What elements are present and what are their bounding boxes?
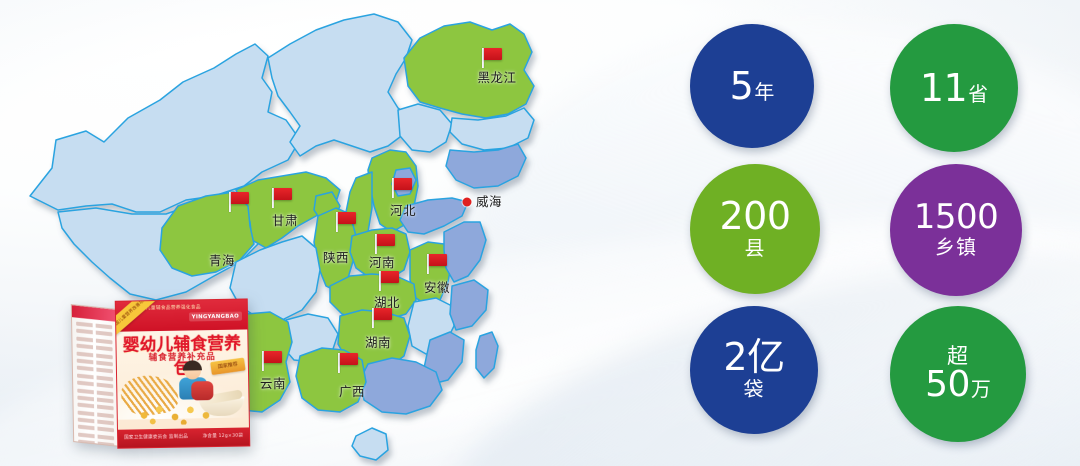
package-front-panel: 儿童辅食品营养强化食品 YINGYANGBAO 全国儿童营养改善项目 婴幼儿辅食…	[114, 298, 251, 449]
flag-pole	[229, 192, 231, 212]
region-henan	[349, 227, 411, 281]
region-xinjiang	[29, 43, 301, 213]
flag-pole	[482, 48, 484, 68]
flag-cloth	[339, 353, 358, 365]
package-bottom-band: 国家卫生健康委员会 监制出品 净含量 12g×30袋	[117, 427, 250, 448]
package-manufacturer-text: 国家卫生健康委员会 监制出品	[124, 434, 189, 441]
package-side-panel	[70, 304, 119, 447]
flag-marker-5	[375, 234, 397, 254]
grain-graphic	[133, 397, 220, 426]
flag-pole	[375, 234, 377, 254]
flag-marker-0	[482, 48, 504, 68]
stat-unit-townships: 乡镇	[935, 235, 977, 260]
flag-pole	[372, 308, 374, 328]
package-brand-logo: YINGYANGBAO	[188, 311, 243, 322]
flag-cloth	[376, 234, 395, 246]
flag-marker-1	[392, 178, 414, 198]
region-heilongjiang	[403, 21, 535, 119]
product-package: 儿童辅食品营养强化食品 YINGYANGBAO 全国儿童营养改善项目 婴幼儿辅食…	[70, 298, 251, 449]
stat-circle-provinces[interactable]: 11省	[890, 24, 1018, 152]
flag-cloth	[373, 308, 392, 320]
flag-marker-6	[427, 254, 449, 274]
city-label-威海: 威海	[476, 193, 503, 209]
region-taiwan	[475, 331, 499, 379]
stat-circle-years[interactable]: 5年	[690, 24, 814, 148]
flag-pole	[392, 178, 394, 198]
province-label-河北: 河北	[389, 202, 417, 218]
stat-circle-packets[interactable]: 2亿袋	[690, 306, 818, 434]
flag-marker-8	[372, 308, 394, 328]
stat-value-provinces: 11省	[919, 65, 989, 110]
province-label-甘肃: 甘肃	[271, 212, 299, 228]
nutrition-table	[76, 321, 115, 447]
flag-cloth	[263, 351, 282, 363]
region-jiangsu	[443, 221, 487, 283]
region-hubei	[329, 273, 417, 321]
stat-unit-inline-children: 万	[970, 376, 991, 401]
region-zhejiang	[449, 279, 489, 331]
china-map: 黑龙江河北甘肃青海 陕西 河南安徽湖北湖南云南广西 威海	[29, 13, 535, 461]
region-shandong	[399, 197, 469, 235]
package-netweight-text: 净含量 12g×30袋	[202, 433, 244, 440]
flag-cloth	[273, 188, 292, 200]
province-label-黑龙江: 黑龙江	[477, 69, 517, 85]
region-hainan	[351, 427, 389, 461]
province-label-云南: 云南	[259, 375, 287, 391]
region-guangdong	[359, 357, 443, 415]
flag-cloth	[483, 48, 502, 60]
stat-circle-counties[interactable]: 200 县	[690, 164, 820, 294]
cropped-header-text	[628, 0, 818, 3]
stat-circle-townships[interactable]: 1500 乡镇	[890, 164, 1022, 296]
child-hair	[182, 360, 202, 371]
stat-value-packets: 2亿	[723, 335, 785, 380]
flag-pole	[272, 188, 274, 208]
stat-circle-children[interactable]: 超 50万	[890, 306, 1026, 442]
package-side-band	[71, 305, 117, 322]
flag-marker-4	[336, 212, 358, 232]
stat-unit-inline-provinces: 省	[968, 81, 989, 106]
flag-cloth	[337, 212, 356, 224]
statistics-panel: 5年 11省 200 县 1500 乡镇 2亿袋超 50万	[690, 24, 1042, 448]
stat-value-townships: 1500	[913, 197, 999, 238]
china-map-svg	[29, 13, 535, 461]
city-dot-威海	[462, 197, 472, 207]
province-label-湖北: 湖北	[373, 294, 401, 310]
stat-prefix-children: 超	[947, 343, 969, 368]
stat-value-counties: 200	[719, 194, 791, 239]
stat-unit-inline-years: 年	[754, 79, 775, 104]
province-label-湖南: 湖南	[364, 334, 392, 350]
province-label-河南: 河南	[368, 254, 396, 270]
flag-cloth	[393, 178, 412, 190]
flag-marker-7	[379, 271, 401, 291]
flag-pole	[379, 271, 381, 291]
province-label-青海: 青海	[208, 252, 236, 268]
region-jilin	[449, 107, 535, 151]
flag-cloth	[380, 271, 399, 283]
flag-pole	[338, 353, 340, 373]
flag-pole	[262, 351, 264, 371]
stat-unit-counties: 县	[744, 236, 766, 261]
flag-cloth	[428, 254, 447, 266]
flag-cloth	[230, 192, 249, 204]
flag-marker-10	[338, 353, 360, 373]
province-label-陕西: 陕西	[322, 249, 350, 265]
province-label-安徽: 安徽	[423, 279, 451, 295]
flag-marker-9	[262, 351, 284, 371]
stat-unit-packets: 袋	[743, 377, 765, 402]
flag-marker-2	[272, 188, 294, 208]
stat-value-years: 5年	[729, 63, 775, 108]
package-artwork	[116, 353, 249, 429]
flag-pole	[427, 254, 429, 274]
flag-pole	[336, 212, 338, 232]
region-liaoning	[445, 143, 527, 189]
flag-marker-3	[229, 192, 251, 212]
package-top-tiny-text: 儿童辅食品营养强化食品	[145, 305, 201, 312]
stat-value-children: 50万	[925, 363, 991, 405]
province-label-广西: 广西	[338, 383, 366, 399]
region-northeast-base	[397, 103, 453, 153]
